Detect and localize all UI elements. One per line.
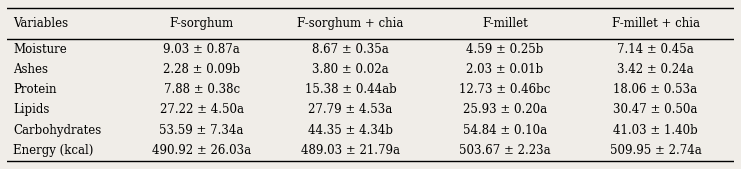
Text: 12.73 ± 0.46bc: 12.73 ± 0.46bc: [459, 83, 551, 96]
Text: Ashes: Ashes: [13, 63, 48, 76]
Text: 54.84 ± 0.10a: 54.84 ± 0.10a: [463, 124, 547, 137]
Text: F-millet: F-millet: [482, 17, 528, 30]
Text: 9.03 ± 0.87a: 9.03 ± 0.87a: [163, 43, 240, 56]
Text: F-sorghum + chia: F-sorghum + chia: [297, 17, 404, 30]
Text: Carbohydrates: Carbohydrates: [13, 124, 102, 137]
Text: Energy (kcal): Energy (kcal): [13, 144, 93, 157]
Text: F-sorghum: F-sorghum: [170, 17, 233, 30]
Text: 18.06 ± 0.53a: 18.06 ± 0.53a: [614, 83, 697, 96]
Text: Variables: Variables: [13, 17, 68, 30]
Text: 15.38 ± 0.44ab: 15.38 ± 0.44ab: [305, 83, 396, 96]
Text: Moisture: Moisture: [13, 43, 67, 56]
Text: F-millet + chia: F-millet + chia: [611, 17, 700, 30]
Text: 27.79 ± 4.53a: 27.79 ± 4.53a: [308, 103, 393, 116]
Text: 30.47 ± 0.50a: 30.47 ± 0.50a: [614, 103, 698, 116]
Text: 509.95 ± 2.74a: 509.95 ± 2.74a: [610, 144, 702, 157]
Text: 3.42 ± 0.24a: 3.42 ± 0.24a: [617, 63, 694, 76]
Text: 489.03 ± 21.79a: 489.03 ± 21.79a: [301, 144, 400, 157]
Text: 7.14 ± 0.45a: 7.14 ± 0.45a: [617, 43, 694, 56]
Text: 8.67 ± 0.35a: 8.67 ± 0.35a: [312, 43, 389, 56]
Text: 7.88 ± 0.38c: 7.88 ± 0.38c: [164, 83, 240, 96]
Text: 25.93 ± 0.20a: 25.93 ± 0.20a: [463, 103, 547, 116]
Text: 44.35 ± 4.34b: 44.35 ± 4.34b: [308, 124, 393, 137]
Text: 3.80 ± 0.02a: 3.80 ± 0.02a: [312, 63, 389, 76]
Text: 2.03 ± 0.01b: 2.03 ± 0.01b: [466, 63, 543, 76]
Text: 53.59 ± 7.34a: 53.59 ± 7.34a: [159, 124, 244, 137]
Text: 490.92 ± 26.03a: 490.92 ± 26.03a: [152, 144, 251, 157]
Text: 503.67 ± 2.23a: 503.67 ± 2.23a: [459, 144, 551, 157]
Text: 27.22 ± 4.50a: 27.22 ± 4.50a: [159, 103, 244, 116]
Text: 41.03 ± 1.40b: 41.03 ± 1.40b: [613, 124, 698, 137]
Text: Lipids: Lipids: [13, 103, 50, 116]
Text: 2.28 ± 0.09b: 2.28 ± 0.09b: [163, 63, 240, 76]
Text: Protein: Protein: [13, 83, 57, 96]
Text: 4.59 ± 0.25b: 4.59 ± 0.25b: [466, 43, 544, 56]
